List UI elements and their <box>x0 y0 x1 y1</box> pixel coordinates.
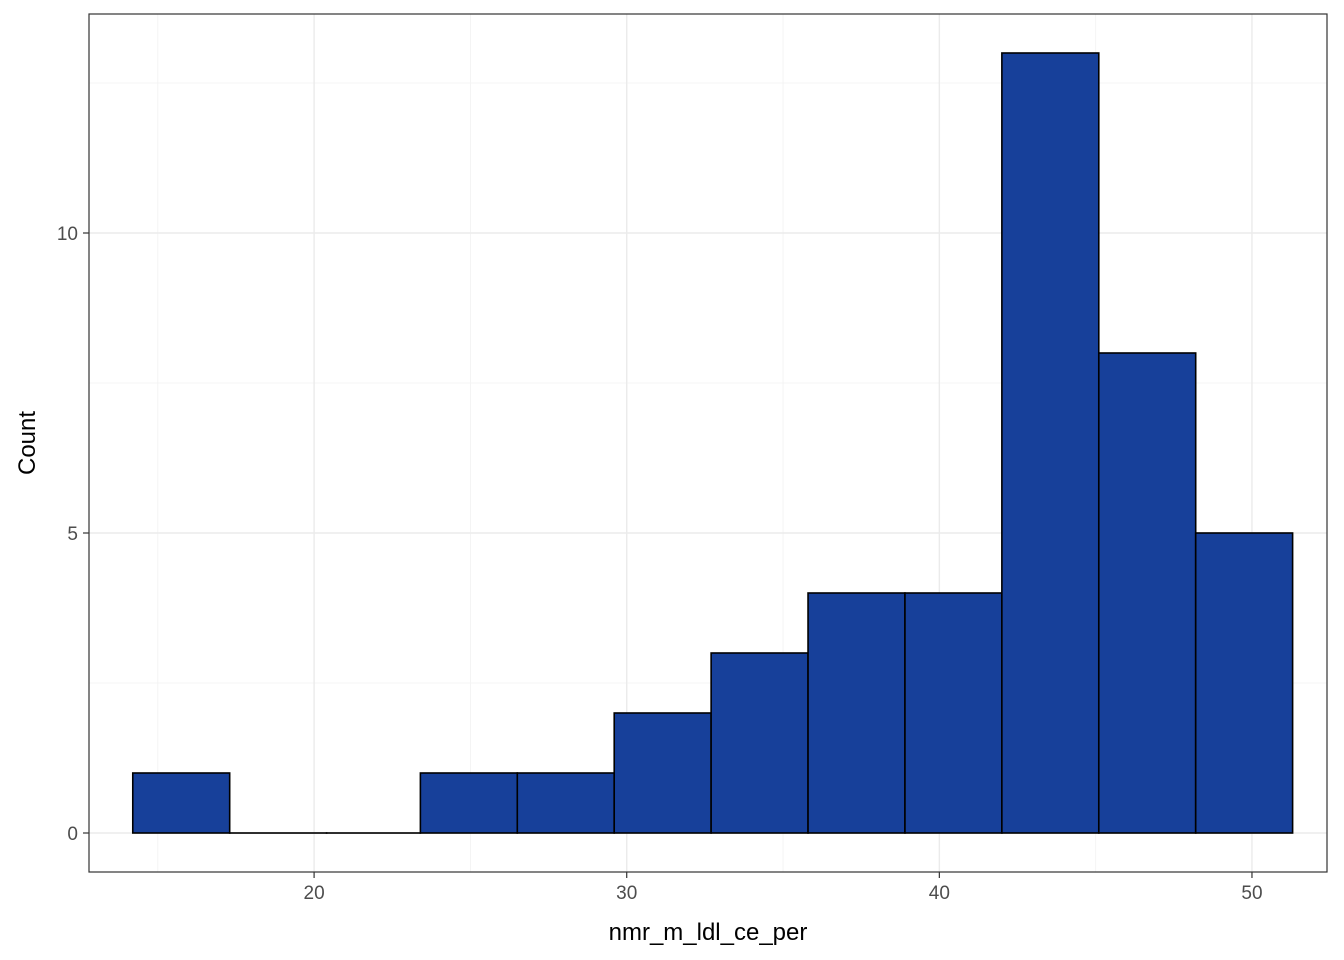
x-tick-label: 40 <box>929 883 950 904</box>
plot-panel-border <box>88 13 1328 873</box>
y-axis-title: Count <box>14 411 41 475</box>
histogram-bar <box>807 592 906 834</box>
y-axis-ticks: 0 5 10 <box>57 224 89 845</box>
x-tick-label: 30 <box>616 883 637 904</box>
histogram-bar <box>710 652 809 834</box>
histogram-bar <box>1097 352 1197 834</box>
x-axis-title: nmr_m_ldl_ce_per <box>609 919 808 946</box>
histogram-bar <box>613 712 712 834</box>
x-tick-label: 50 <box>1241 883 1262 904</box>
x-tick-label: 20 <box>304 883 325 904</box>
histogram-bar <box>419 772 519 834</box>
x-axis-ticks: 20 30 40 50 <box>304 872 1263 904</box>
y-tick-label: 10 <box>57 224 78 245</box>
histogram-bar <box>904 592 1003 834</box>
histogram-bar <box>131 772 231 834</box>
histogram-bar <box>1194 532 1294 834</box>
histogram-bar <box>516 772 616 834</box>
y-tick-label: 0 <box>67 824 78 845</box>
histogram-bars <box>131 52 1294 834</box>
histogram-bar <box>1001 52 1100 834</box>
y-tick-label: 5 <box>67 524 78 545</box>
